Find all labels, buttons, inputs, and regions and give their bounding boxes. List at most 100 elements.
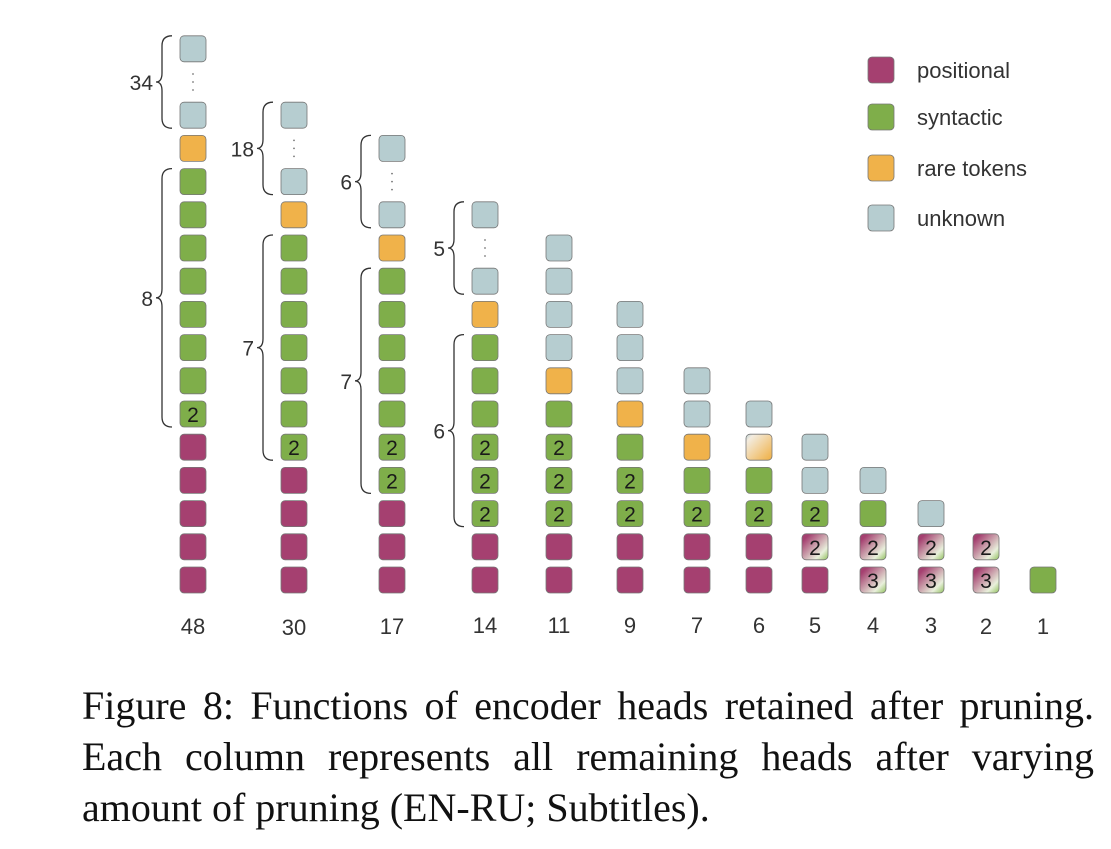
head-count-label: 2 [553, 437, 565, 460]
head-square-syn [280, 267, 308, 295]
head-square-syn [745, 466, 773, 494]
head-square-pos [683, 533, 711, 561]
column-label: 2 [980, 614, 992, 639]
head-square-unk [179, 101, 207, 129]
column-5: 2 2 5 [801, 433, 829, 638]
head-square-syn [471, 400, 499, 428]
head-square-syn [471, 466, 499, 494]
column-label: 7 [691, 613, 703, 638]
head-square-syn [616, 466, 644, 494]
head-square-syn [280, 400, 308, 428]
legend-item-syntactic: syntactic [867, 103, 1003, 131]
head-square-syn [378, 367, 406, 395]
head-square-unk [378, 134, 406, 162]
head-square-syn [179, 300, 207, 328]
head-square-rare [545, 367, 573, 395]
head-count-label: 2 [624, 504, 636, 527]
head-square-syn [545, 433, 573, 461]
head-square-unk [745, 400, 773, 428]
column-17: 2 2 7 6 17 [340, 134, 406, 639]
head-square-unk [859, 466, 887, 494]
head-square-pos-syn [917, 533, 945, 561]
column-1: 1 [1029, 566, 1057, 639]
head-count-label: 2 [753, 504, 765, 527]
column-label: 6 [753, 613, 765, 638]
head-count-label: 2 [867, 537, 879, 560]
head-square-syn [179, 400, 207, 428]
column-7: 27 [683, 367, 711, 638]
legend: positional syntactic rare tokens unknown [867, 56, 1027, 232]
head-square-syn [179, 267, 207, 295]
legend-swatch [867, 154, 895, 182]
ellipsis-dots [192, 73, 194, 91]
head-count-label: 3 [980, 570, 992, 593]
head-count-label: 2 [386, 437, 398, 460]
head-square-unk [471, 201, 499, 229]
head-square-rare [179, 134, 207, 162]
group-brace [354, 134, 372, 229]
column-label: 17 [380, 614, 404, 639]
head-square-unk [545, 334, 573, 362]
legend-label: rare tokens [917, 156, 1027, 181]
head-square-unk [683, 400, 711, 428]
brace-count-label: 5 [433, 238, 445, 261]
head-count-label: 2 [691, 504, 703, 527]
column-9: 2 2 9 [616, 300, 644, 638]
columns: 2834482718302276172226514222112292726225… [130, 35, 1057, 640]
column-label: 4 [867, 613, 879, 638]
group-brace [256, 101, 274, 196]
head-square-unk [801, 466, 829, 494]
head-square-unk [471, 267, 499, 295]
head-square-rare [280, 201, 308, 229]
head-square-unk [179, 35, 207, 63]
group-brace [447, 201, 465, 295]
head-square-syn [471, 334, 499, 362]
head-square-syn [683, 500, 711, 528]
head-square-syn [179, 367, 207, 395]
head-square-syn [616, 433, 644, 461]
head-square-syn [471, 433, 499, 461]
brace-count-label: 8 [141, 288, 153, 311]
head-square-syn [683, 466, 711, 494]
legend-item-rare: rare tokens [867, 154, 1027, 182]
head-square-rare [616, 400, 644, 428]
head-square-syn [378, 334, 406, 362]
brace-count-label: 6 [433, 421, 445, 444]
head-square-unk [545, 234, 573, 262]
head-square-pos [545, 566, 573, 594]
legend-swatch [867, 204, 895, 232]
column-3: 3 2 3 [917, 500, 945, 638]
head-count-label: 2 [479, 470, 491, 493]
head-count-label: 2 [553, 470, 565, 493]
brace-count-label: 7 [242, 338, 254, 361]
head-functions-figure: 2834482718302276172226514222112292726225… [130, 35, 1057, 640]
head-square-pos [616, 566, 644, 594]
head-square-syn [179, 201, 207, 229]
head-square-pos [616, 533, 644, 561]
head-square-syn [378, 300, 406, 328]
legend-label: unknown [917, 206, 1005, 231]
head-square-pos-syn [972, 533, 1000, 561]
head-square-syn [545, 400, 573, 428]
column-11: 2 2 2 11 [545, 234, 573, 638]
head-square-syn [545, 500, 573, 528]
head-square-rare [378, 234, 406, 262]
legend-label: positional [917, 58, 1010, 83]
legend-label: syntactic [917, 105, 1003, 130]
legend-swatch [867, 56, 895, 84]
column-label: 14 [473, 613, 497, 638]
ellipsis-dots [391, 172, 393, 191]
legend-item-positional: positional [867, 56, 1010, 84]
column-label: 11 [548, 613, 571, 638]
head-square-syn [471, 367, 499, 395]
head-count-label: 2 [809, 504, 821, 527]
head-square-unk [280, 168, 308, 196]
head-square-syn [545, 466, 573, 494]
column-48: 2 8 34 48 [130, 35, 207, 639]
head-count-label: 2 [187, 404, 199, 427]
column-label: 48 [181, 614, 205, 639]
head-square-pos [745, 533, 773, 561]
group-brace [256, 234, 274, 461]
column-30: 2 7 18 30 [231, 101, 308, 640]
column-label: 3 [925, 613, 937, 638]
